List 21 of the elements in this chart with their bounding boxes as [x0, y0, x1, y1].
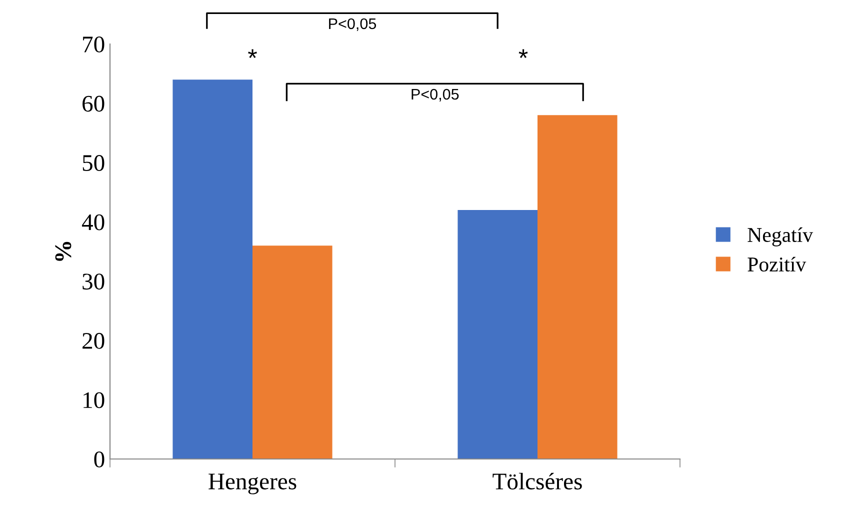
text: P<0,05	[329, 18, 376, 31]
annotation: P<0,05	[412, 88, 459, 102]
y-tick-label: 30	[82, 274, 104, 290]
y-tick-label: 0	[94, 451, 104, 468]
x-tick-label: Tölcséres	[492, 472, 582, 490]
y-tick-label: 40	[82, 214, 104, 230]
y-axis-title: %	[55, 242, 72, 261]
annotation: *	[248, 49, 257, 58]
y-tick-label: 70	[83, 36, 104, 52]
x-tick-label: Hengeres	[208, 474, 296, 494]
annotation: *	[518, 49, 528, 58]
y-tick-label: 10	[84, 392, 104, 408]
bar	[172, 80, 252, 459]
bar	[252, 246, 332, 459]
y-tick-label: 50	[82, 155, 104, 171]
y-tick-label: 20	[82, 332, 104, 349]
legend-label: Pozitív	[748, 256, 806, 272]
y-tick-label: 60	[82, 96, 104, 112]
bar	[538, 115, 618, 459]
legend-label: Negatív	[748, 227, 814, 246]
bar	[458, 210, 538, 459]
